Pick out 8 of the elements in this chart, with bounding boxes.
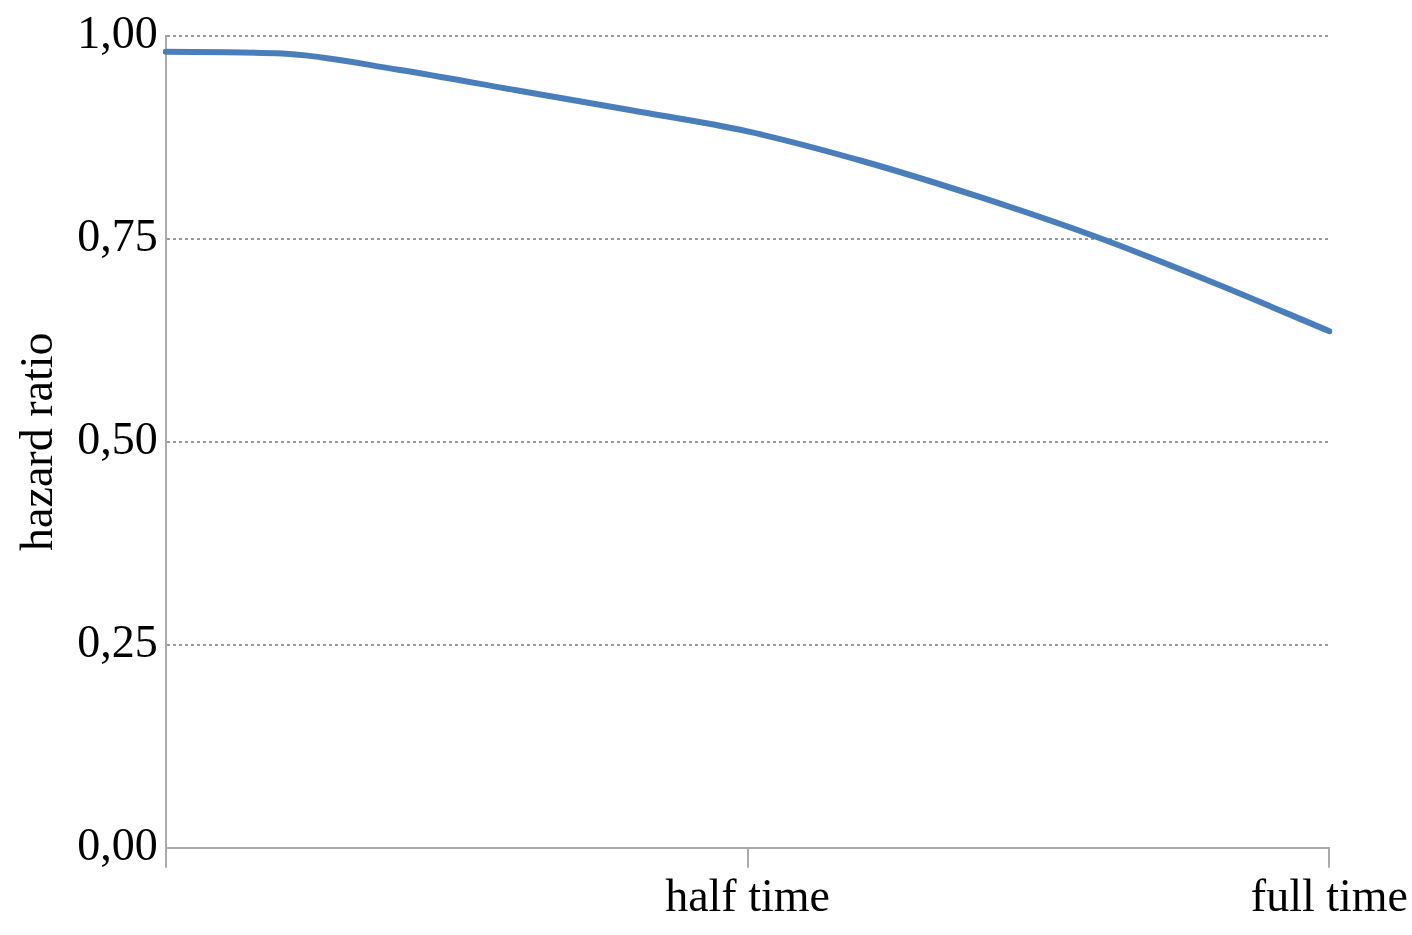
y-tick-label: 1,00 — [77, 6, 158, 58]
y-tick-label: 0,25 — [77, 615, 158, 667]
y-axis-title: hazard ratio — [10, 332, 62, 551]
x-tick-label: half time — [665, 870, 830, 922]
y-tick-label: 0,50 — [77, 412, 158, 464]
x-tick-label: full time — [1250, 870, 1408, 922]
y-tick-label: 0,00 — [77, 818, 158, 870]
y-tick-label: 0,75 — [77, 209, 158, 261]
